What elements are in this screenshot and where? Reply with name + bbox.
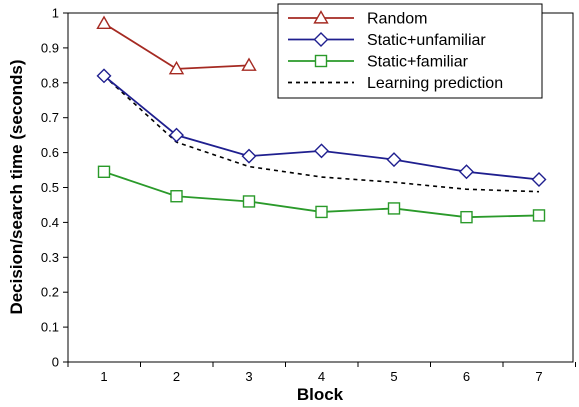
series-layer bbox=[96, 15, 547, 224]
y-tick-label: 0.9 bbox=[41, 40, 59, 55]
data-point-1 bbox=[169, 127, 184, 143]
x-tick-label: 3 bbox=[245, 369, 252, 384]
data-point-2 bbox=[387, 202, 401, 215]
x-tick-label: 1 bbox=[100, 369, 107, 384]
legend-marker bbox=[313, 10, 329, 24]
legend-marker bbox=[314, 54, 328, 68]
y-tick-label: 0.7 bbox=[41, 110, 59, 125]
x-axis-title: Block bbox=[297, 385, 344, 404]
y-axis: 0 0.1 0.2 0.3 0.4 0.5 0.6 0.7 0.8 0.9 1 bbox=[41, 6, 68, 370]
data-point-2 bbox=[460, 210, 473, 224]
x-tick-label: 6 bbox=[463, 369, 470, 384]
y-tick-label: 0.1 bbox=[41, 320, 59, 335]
x-tick-label: 4 bbox=[318, 369, 325, 384]
x-tick-label: 2 bbox=[173, 369, 180, 384]
data-point-0 bbox=[168, 60, 185, 75]
data-point-0 bbox=[96, 15, 112, 30]
data-point-1 bbox=[531, 171, 547, 187]
data-point-1 bbox=[314, 143, 329, 159]
data-point-1 bbox=[96, 68, 112, 84]
y-axis-title: Decision/search time (seconds) bbox=[7, 59, 26, 314]
y-tick-label: 0.5 bbox=[41, 180, 59, 195]
data-point-2 bbox=[170, 190, 183, 203]
data-point-1 bbox=[241, 148, 257, 164]
legend-label: Static+unfamiliar bbox=[367, 32, 486, 49]
x-axis: 1 2 3 4 5 6 7 bbox=[67, 362, 576, 384]
data-point-2 bbox=[97, 165, 111, 178]
data-point-1 bbox=[459, 164, 474, 180]
x-tick-label: 5 bbox=[390, 369, 397, 384]
y-tick-label: 1 bbox=[52, 6, 59, 21]
legend-label: Random bbox=[367, 11, 427, 28]
y-tick-label: 0 bbox=[52, 355, 59, 370]
y-tick-label: 0.3 bbox=[41, 250, 59, 265]
data-point-2 bbox=[315, 205, 328, 219]
data-point-2 bbox=[242, 195, 256, 208]
y-tick-label: 0.6 bbox=[41, 145, 59, 160]
y-tick-label: 0.8 bbox=[41, 75, 59, 90]
y-tick-label: 0.4 bbox=[41, 215, 59, 230]
legend: Random Static+unfamiliar Static+familiar Le… bbox=[277, 3, 543, 99]
data-point-2 bbox=[532, 209, 546, 222]
x-tick-label: 7 bbox=[535, 369, 542, 384]
legend-marker bbox=[313, 32, 329, 47]
data-point-0 bbox=[241, 57, 257, 71]
legend-label: Static+familiar bbox=[367, 54, 469, 71]
legend-label: Learning prediction bbox=[367, 75, 503, 92]
data-point-1 bbox=[386, 152, 402, 168]
y-tick-label: 0.2 bbox=[41, 285, 59, 300]
